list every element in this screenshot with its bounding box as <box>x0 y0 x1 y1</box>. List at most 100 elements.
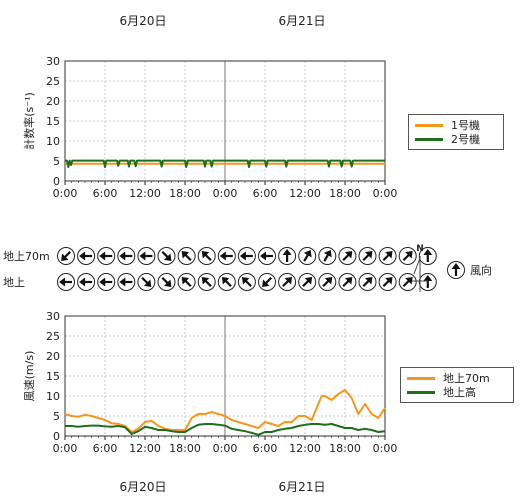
wind-arrow-icon <box>217 273 236 291</box>
wind-arrow-icon <box>77 247 96 265</box>
y-tick-label: 10 <box>46 135 60 148</box>
x-tick-label: 0:00 <box>213 187 238 200</box>
date-label-bottom-2: 6月21日 <box>278 480 326 494</box>
x-tick-label: 12:00 <box>289 187 321 200</box>
legend-item-unit1: 1号機 <box>415 118 497 132</box>
x-tick-label: 18:00 <box>169 187 201 200</box>
wind-arrow-icon <box>97 273 116 291</box>
x-tick-label: 0:00 <box>213 442 238 455</box>
wind-arrow-icon <box>398 247 417 265</box>
series-line-2-0 <box>64 389 386 433</box>
wind-arrow-icon <box>338 273 357 291</box>
date-label-bottom-1: 6月20日 <box>119 480 167 494</box>
x-tick-label: 6:00 <box>93 187 118 200</box>
wind-arrow-icon <box>318 247 337 265</box>
x-tick-label: 18:00 <box>169 442 201 455</box>
legend-swatch-ground <box>407 390 435 394</box>
wind-speed-chart: 0 5 10 15 20 25 30 0:00 6:00 12:00 18:00 0:00 6:00 12… <box>23 310 398 455</box>
wind-arrow-icon <box>117 273 136 291</box>
wind-arrow-icon <box>217 247 236 265</box>
compass-arrow-icon <box>413 257 421 275</box>
wind-arrow-icon <box>398 273 417 291</box>
wind-arrow-icon <box>197 273 216 291</box>
x-tick-label: 0:00 <box>373 187 398 200</box>
x-tick-label: 12:00 <box>129 187 161 200</box>
legend-item-unit2: 2号機 <box>415 132 497 146</box>
legend-swatch-unit2 <box>415 137 443 141</box>
x-tick-label: 6:00 <box>93 442 118 455</box>
y-axis-label: 風速(m/s) <box>23 351 36 402</box>
y-tick-label: 5 <box>53 155 60 168</box>
legend-swatch-70m <box>407 376 435 380</box>
wind-direction-panel: 地上70m 地上 N 風向 <box>3 244 492 292</box>
wind-arrow-icon <box>137 273 156 291</box>
wind-arrow-icon <box>298 247 317 265</box>
x-tick-label: 12:00 <box>129 442 161 455</box>
y-tick-label: 0 <box>53 430 60 443</box>
x-tick-label: 0:00 <box>53 187 78 200</box>
wind-arrow-icon <box>57 247 75 265</box>
wind-arrow-icon <box>338 247 357 265</box>
wind-arrow-icon <box>358 247 377 265</box>
wind-arrow-icon <box>378 273 397 291</box>
legend-label-ground: 地上高 <box>443 386 476 399</box>
wind-arrow-icon <box>77 273 96 291</box>
wind-arrow-icon <box>278 273 297 291</box>
series-line-2-1 <box>65 423 386 436</box>
wind-arrow-icon <box>298 273 317 291</box>
wind-arrow-icon <box>197 247 216 265</box>
wind-speed-legend: 地上70m 地上高 <box>400 367 514 403</box>
wind-arrow-icon <box>137 247 156 265</box>
count-rate-legend: 1号機 2号機 <box>408 114 504 150</box>
legend-swatch-unit1 <box>415 123 443 127</box>
x-tick-label: 12:00 <box>289 442 321 455</box>
y-tick-label: 20 <box>46 95 60 108</box>
y-axis-label: 計数率(s⁻¹) <box>22 92 36 150</box>
wind-arrow-icon <box>97 247 116 265</box>
wind-arrow-icon <box>237 273 256 291</box>
date-label-top-2: 6月21日 <box>278 14 326 28</box>
y-tick-label: 30 <box>46 310 60 323</box>
wind-arrow-icon <box>258 247 276 265</box>
wind-arrow-icon <box>157 273 176 291</box>
x-tick-label: 6:00 <box>253 442 278 455</box>
y-tick-label: 25 <box>46 75 60 88</box>
date-label-top-1: 6月20日 <box>119 14 167 28</box>
wind-arrow-icon <box>358 273 377 291</box>
y-tick-label: 30 <box>46 55 60 68</box>
wind-arrow-icon <box>177 247 196 265</box>
legend-item-ground: 地上高 <box>407 385 507 399</box>
y-tick-label: 25 <box>46 330 60 343</box>
x-tick-label: 0:00 <box>373 442 398 455</box>
wind-arrow-icon <box>57 273 75 291</box>
legend-item-70m: 地上70m <box>407 371 507 385</box>
wind-arrow-icon <box>318 273 337 291</box>
legend-label-unit2: 2号機 <box>451 133 480 146</box>
legend-label-70m: 地上70m <box>443 372 490 385</box>
plot-frame <box>64 315 386 437</box>
compass-north-label: N <box>416 244 424 254</box>
wind-arrow-icon <box>117 247 136 265</box>
wind-legend-arrow-icon <box>447 261 465 279</box>
wind-arrow-icon <box>418 247 437 265</box>
y-tick-label: 5 <box>53 410 60 423</box>
wind-arrow-icon <box>278 247 297 265</box>
wind-legend-label: 風向 <box>470 263 492 277</box>
legend-label-unit1: 1号機 <box>451 119 480 132</box>
wind-row-label: 地上 <box>3 276 25 289</box>
series-line-0-1 <box>65 159 385 168</box>
x-tick-label: 18:00 <box>329 442 361 455</box>
plot-frame <box>64 60 386 182</box>
y-tick-label: 15 <box>46 370 60 383</box>
y-tick-label: 15 <box>46 115 60 128</box>
wind-row-label: 地上70m <box>3 250 50 263</box>
wind-arrow-icon <box>418 273 437 291</box>
x-tick-label: 18:00 <box>329 187 361 200</box>
wind-arrow-icon <box>157 247 176 265</box>
y-tick-label: 20 <box>46 350 60 363</box>
y-tick-label: 0 <box>53 175 60 188</box>
count-rate-chart: 0 5 10 15 20 25 30 0:00 6:00 12:00 18:00 0:00 6:00 12… <box>22 55 398 200</box>
wind-arrow-icon <box>258 273 276 291</box>
y-tick-label: 10 <box>46 390 60 403</box>
wind-arrow-icon <box>237 247 256 265</box>
